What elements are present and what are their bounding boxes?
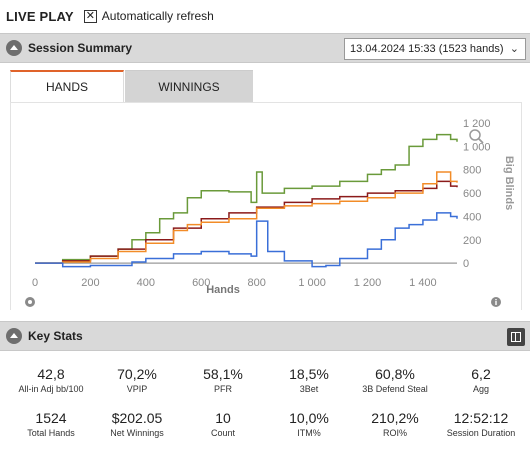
layout-icon[interactable] [507,328,525,346]
stat-label: PFR [214,384,232,394]
series-layer [35,133,458,268]
stat-label: 3Bet [299,384,319,394]
stat-item: 18,5% 3Bet [266,365,352,395]
series-line [35,133,458,264]
stat-value: 60,8% [375,366,415,382]
hands-chart: 0 200 400 600 800 1 000 1 200 1 400 0 200 400 600 80… [25,118,515,307]
info-icon[interactable] [491,297,501,307]
stat-label: 3B Defend Steal [362,384,428,394]
session-select[interactable]: 13.04.2024 15:33 (1523 hands) ⌄ [344,38,526,60]
y-tick-label: 800 [463,165,481,177]
stat-value: $202.05 [111,410,163,426]
x-axis-label: Hands [206,284,240,296]
tab-hands[interactable]: HANDS [10,70,124,102]
collapse-icon[interactable] [6,40,22,56]
stat-item: $202.05 Net Winnings [94,409,180,439]
tab-winnings[interactable]: WINNINGS [125,70,253,102]
stat-label: VPIP [126,384,148,394]
stat-value: 210,2% [371,410,419,426]
magnifier-icon[interactable] [469,129,484,144]
x-tick-label: 0 [32,277,38,289]
tab-winnings-label: WINNINGS [158,79,220,94]
stat-value: 1524 [35,410,67,426]
stat-item: 6,2 Agg [438,365,524,395]
x-tick-label: 800 [247,277,265,289]
stat-item: 210,2% ROI% [352,409,438,439]
key-stats-grid: 42,8 All-in Adj bb/100 70,2% VPIP 58,1% PFR 18… [0,355,530,451]
stat-value: 18,5% [289,366,329,382]
gear-icon[interactable] [25,297,35,307]
y-tick-label: 1 000 [463,141,491,153]
stat-value: 10,0% [289,410,329,426]
stat-value: 10 [215,410,231,426]
stat-label: All-in Adj bb/100 [18,384,84,394]
chevron-down-icon: ⌄ [509,43,519,55]
stat-label: Agg [472,384,489,394]
key-stats-header: Key Stats [0,321,530,351]
stat-label: Total Hands [27,428,75,438]
stat-value: 58,1% [203,366,243,382]
session-select-value: 13.04.2024 15:33 (1523 hands) [350,43,504,55]
x-tick-label: 1 400 [409,277,437,289]
stat-value: 42,8 [37,366,65,382]
session-summary-panel: HANDS WINNINGS 0 200 400 600 800 1 000 1 200 1 … [4,66,526,310]
session-summary-header: Session Summary 13.04.2024 15:33 (1523 h… [0,33,530,63]
stat-item: 42,8 All-in Adj bb/100 [8,365,94,395]
auto-refresh-checkbox[interactable]: ✕ [83,9,97,23]
y-tick-label: 0 [463,258,469,270]
stat-item: 12:52:12 Session Duration [438,409,524,439]
y-axis-label: Big Blinds [503,156,515,210]
axis-layer: 0 200 400 600 800 1 000 1 200 1 400 0 200 400 600 80… [32,118,491,289]
y-tick-label: 200 [463,235,481,247]
stat-value: 70,2% [117,366,157,382]
auto-refresh-label[interactable]: Automatically refresh [101,9,214,23]
x-tick-label: 1 000 [298,277,326,289]
session-summary-title: Session Summary [28,41,133,55]
stat-label: Net Winnings [110,428,164,438]
series-line [35,180,458,264]
stat-item: 1524 Total Hands [8,409,94,439]
stat-item: 10 Count [180,409,266,439]
y-tick-label: 400 [463,211,481,223]
series-line [35,212,458,268]
x-tick-label: 1 200 [354,277,382,289]
x-tick-label: 600 [192,277,210,289]
series-line [35,171,458,264]
stat-item: 60,8% 3B Defend Steal [352,365,438,395]
x-tick-label: 200 [81,277,99,289]
tab-hands-label: HANDS [45,80,88,94]
key-stats-title: Key Stats [28,329,83,343]
stat-label: ITM% [297,428,321,438]
x-tick-label: 400 [137,277,155,289]
stat-item: 70,2% VPIP [94,365,180,395]
stat-item: 10,0% ITM% [266,409,352,439]
y-tick-label: 1 200 [463,118,491,130]
chart-frame: 0 200 400 600 800 1 000 1 200 1 400 0 200 400 600 80… [10,102,522,310]
top-bar: LIVE PLAY ✕ Automatically refresh [0,0,530,32]
stat-label: Count [210,428,236,438]
page-title: LIVE PLAY [6,8,74,24]
stat-item: 58,1% PFR [180,365,266,395]
stat-label: Session Duration [446,428,516,438]
stat-label: ROI% [382,428,407,438]
y-tick-label: 600 [463,188,481,200]
stat-value: 6,2 [471,366,491,382]
collapse-icon[interactable] [6,328,22,344]
stat-value: 12:52:12 [453,410,509,426]
